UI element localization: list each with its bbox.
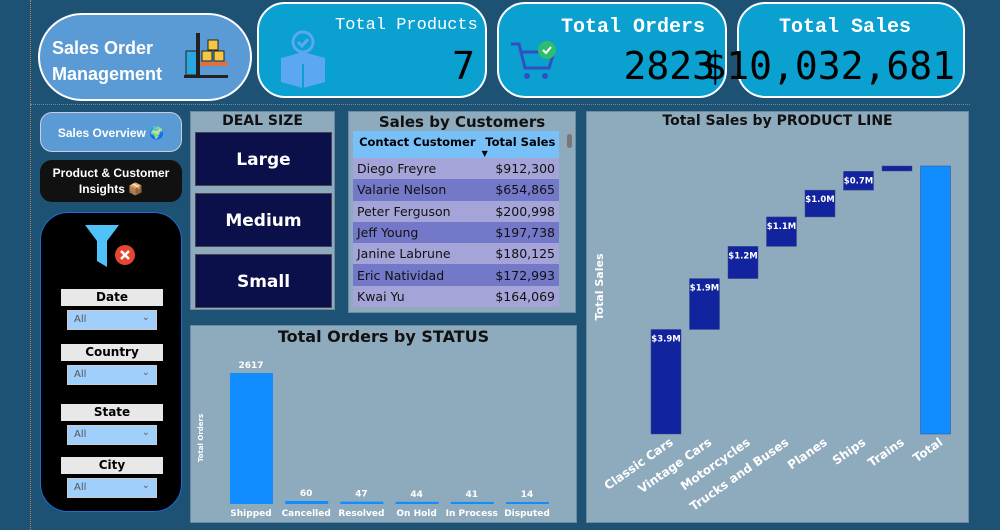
table-row[interactable]: Jeff Young $197,738	[353, 221, 559, 244]
sort-desc-icon: ▼	[481, 149, 488, 158]
table-row[interactable]: Kwai Yu $164,069	[353, 285, 559, 308]
product-customer-insights-button[interactable]: Product & Customer Insights 📦	[40, 160, 182, 202]
table-row[interactable]: Peter Ferguson $200,998	[353, 200, 559, 222]
bar-planes[interactable]	[804, 189, 836, 218]
x-tick-label: Disputed	[504, 509, 550, 519]
bar-classic-cars[interactable]	[650, 329, 682, 435]
data-label: 60	[300, 489, 313, 499]
customer-sales: $180,125	[481, 243, 559, 265]
divider	[30, 0, 31, 530]
customer-name: Peter Ferguson	[353, 200, 482, 222]
customers-table: Contact Customer Total Sales ▼ Diego Freyr…	[353, 131, 559, 308]
box-check-icon	[281, 30, 325, 88]
customer-sales: $654,865	[481, 179, 559, 201]
divider	[30, 104, 970, 105]
data-label: 2617	[238, 361, 263, 371]
deal-size-large[interactable]: Large	[195, 132, 332, 186]
x-tick-label: Resolved	[338, 509, 384, 519]
customer-name: Kwai Yu	[353, 285, 482, 308]
bar-total[interactable]	[920, 165, 951, 435]
deal-size-medium[interactable]: Medium	[195, 193, 332, 247]
kpi-total-orders: Total Orders 2823	[497, 2, 727, 98]
kpi-total-sales: Total Sales $10,032,681	[703, 2, 965, 98]
forklift-icon	[184, 33, 228, 78]
customer-name: Eric Natividad	[353, 264, 482, 286]
customer-name: Jeff Young	[353, 221, 482, 244]
x-tick-label: In Process	[446, 509, 498, 519]
customer-sales: $200,998	[481, 200, 559, 222]
customer-name: Diego Freyre	[353, 158, 482, 180]
bar-shipped[interactable]	[230, 373, 273, 504]
sales-by-product-line-chart: Total Sales by PRODUCT LINE Total Sales $…	[586, 111, 969, 523]
chevron-down-icon: ⌄	[141, 367, 150, 378]
data-label: 47	[355, 490, 368, 500]
bar-vintage-cars[interactable]	[689, 278, 720, 330]
state-dropdown[interactable]: All ⌄	[67, 425, 157, 445]
column-header[interactable]: Contact Customer	[353, 131, 482, 158]
bar-disputed[interactable]	[506, 502, 549, 504]
x-tick-label: Ships	[830, 435, 868, 468]
filter-panel: Date All ⌄ Country All ⌄ State All ⌄ City A…	[40, 212, 182, 512]
customer-name: Janine Labrune	[353, 243, 482, 265]
date-dropdown[interactable]: All ⌄	[67, 310, 157, 330]
data-label: $1.0M	[805, 195, 834, 205]
data-label: $3.9M	[651, 334, 680, 344]
orders-by-status-chart: Total Orders by STATUS Total Orders 2617 S…	[190, 325, 577, 523]
clear-filter-icon[interactable]	[85, 223, 139, 273]
table-row[interactable]: Valarie Nelson $654,865	[353, 179, 559, 201]
bar-trains[interactable]	[881, 165, 913, 172]
y-axis-label: Total Orders	[197, 414, 205, 462]
x-tick-label: On Hold	[396, 509, 436, 519]
bar-ships[interactable]	[843, 171, 874, 191]
x-tick-label: Total	[910, 435, 945, 465]
bar-in-process[interactable]	[450, 501, 494, 504]
x-tick-label: Shipped	[230, 509, 271, 519]
deal-size-small[interactable]: Small	[195, 254, 332, 308]
y-axis-label: Total Sales	[593, 253, 606, 320]
customer-sales: $172,993	[481, 264, 559, 286]
bar-motorcycles[interactable]	[727, 246, 759, 279]
cart-check-icon	[511, 41, 557, 79]
data-label: $1.9M	[690, 284, 719, 294]
bar-on-hold[interactable]	[395, 501, 439, 504]
bar-trucks-and-buses[interactable]	[766, 216, 797, 247]
customer-sales: $197,738	[481, 221, 559, 244]
scrollbar[interactable]	[567, 134, 572, 148]
chevron-down-icon: ⌄	[141, 312, 150, 323]
customer-sales: $164,069	[481, 285, 559, 308]
customer-name: Valarie Nelson	[353, 179, 482, 201]
column-header-sorted[interactable]: Total Sales ▼	[481, 131, 559, 158]
chevron-down-icon: ⌄	[141, 427, 150, 438]
city-dropdown[interactable]: All ⌄	[67, 478, 157, 498]
x-tick-label: Trains	[865, 435, 906, 470]
customer-sales: $912,300	[481, 158, 559, 180]
table-row[interactable]: Janine Labrune $180,125	[353, 243, 559, 265]
deal-size-slicer: DEAL SIZE Large Medium Small	[190, 111, 335, 310]
data-label: 41	[466, 490, 479, 500]
bar-resolved[interactable]	[340, 501, 384, 504]
dashboard-title: Sales Order Management	[38, 13, 252, 101]
sales-overview-button[interactable]: Sales Overview 🌍	[40, 112, 182, 152]
x-tick-label: Cancelled	[282, 509, 331, 519]
data-label: $0.7M	[844, 176, 873, 186]
data-label: $1.1M	[767, 222, 796, 232]
table-row[interactable]: Eric Natividad $172,993	[353, 264, 559, 286]
bar-cancelled[interactable]	[285, 500, 329, 504]
data-label: 44	[410, 490, 423, 500]
x-tick-label: Planes	[785, 435, 830, 472]
table-row[interactable]: Diego Freyre $912,300	[353, 158, 559, 180]
chevron-down-icon: ⌄	[141, 480, 150, 491]
kpi-total-products: Total Products 7	[257, 2, 487, 98]
country-dropdown[interactable]: All ⌄	[67, 365, 157, 385]
sales-by-customers-table: Sales by Customers Contact Customer Total…	[348, 111, 576, 313]
data-label: $1.2M	[728, 251, 757, 261]
data-label: 14	[521, 490, 534, 500]
